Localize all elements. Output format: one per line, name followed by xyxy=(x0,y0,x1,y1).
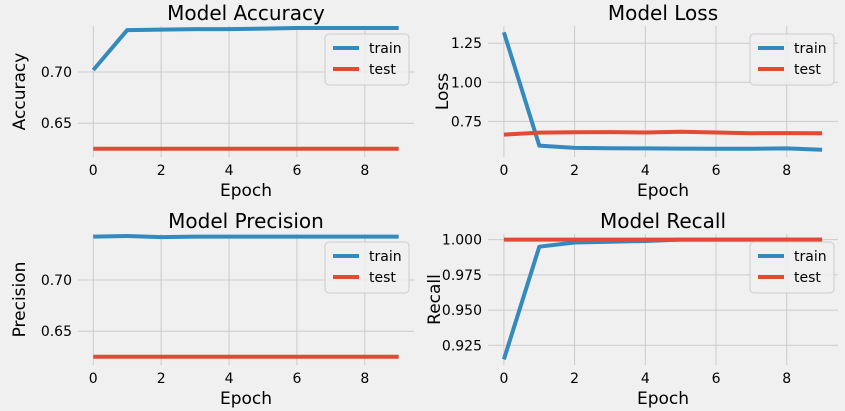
y-axis-label: Loss xyxy=(433,73,453,110)
x-tick-label: 8 xyxy=(360,163,369,179)
legend-label-train: train xyxy=(794,249,827,265)
chart-panel-2: 0 2 4 6 8 0.75 1.00 1.25 Model Loss Epoch Loss trai… xyxy=(433,1,838,201)
legend-label-train: train xyxy=(369,249,402,265)
series-line-train xyxy=(501,31,823,152)
x-tick-label: 6 xyxy=(292,163,301,179)
legend: train test xyxy=(749,241,835,294)
y-tick-label: 1.25 xyxy=(451,36,482,52)
x-axis-label: Epoch xyxy=(637,181,689,201)
x-tick-label: 4 xyxy=(641,371,650,387)
x-tick-label: 8 xyxy=(782,163,791,179)
chart-title: Model Recall xyxy=(600,209,726,233)
y-tick-label: 1.000 xyxy=(442,233,482,249)
legend: train test xyxy=(324,33,410,86)
y-tick-label: 0.65 xyxy=(41,116,72,132)
x-tick-label: 2 xyxy=(157,163,166,179)
legend-label-test: test xyxy=(794,62,821,78)
chart-title: Model Precision xyxy=(168,209,324,233)
legend-label-train: train xyxy=(794,41,827,57)
x-tick-label: 6 xyxy=(712,163,721,179)
x-tick-label: 4 xyxy=(225,371,234,387)
x-tick-label: 0 xyxy=(499,163,508,179)
legend-label-test: test xyxy=(794,270,821,286)
y-tick-label: 1.00 xyxy=(451,75,482,91)
x-tick-label: 8 xyxy=(360,371,369,387)
x-tick-label: 2 xyxy=(157,371,166,387)
y-axis-label: Precision xyxy=(10,262,30,338)
chart-panel-4: 0 2 4 6 8 0.925 0.950 0.975 1.000 Model Recall Epo… xyxy=(425,209,838,409)
x-tick-label: 2 xyxy=(570,371,579,387)
y-tick-label: 0.70 xyxy=(41,273,72,289)
y-tick-label: 0.950 xyxy=(442,303,482,319)
x-axis-label: Epoch xyxy=(220,181,272,201)
legend: train test xyxy=(324,241,410,294)
x-tick-label: 0 xyxy=(89,371,98,387)
chart-panel-3: 0 2 4 6 8 0.65 0.70 Model Precision Epoch Precisi… xyxy=(10,209,414,409)
legend-label-test: test xyxy=(369,270,396,286)
x-axis-label: Epoch xyxy=(637,389,689,409)
y-axis-label: Accuracy xyxy=(10,53,30,131)
x-tick-label: 6 xyxy=(292,371,301,387)
y-tick-label: 0.975 xyxy=(442,268,482,284)
legend-label-test: test xyxy=(369,62,396,78)
series-line-test xyxy=(503,129,823,137)
legend-label-train: train xyxy=(369,41,402,57)
grid xyxy=(78,26,414,157)
y-tick-label: 0.70 xyxy=(41,65,72,81)
x-tick-label: 4 xyxy=(225,163,234,179)
y-axis-label: Recall xyxy=(425,274,445,325)
x-tick-label: 4 xyxy=(641,163,650,179)
x-tick-label: 0 xyxy=(499,371,508,387)
x-tick-label: 6 xyxy=(712,371,721,387)
legend: train test xyxy=(749,33,835,86)
y-tick-label: 0.75 xyxy=(451,114,482,130)
chart-title: Model Accuracy xyxy=(167,1,325,25)
chart-panel-1: 0 2 4 6 8 0.65 0.70 Model Accuracy Epoch Accuracy… xyxy=(10,1,414,201)
x-tick-label: 8 xyxy=(782,371,791,387)
y-tick-label: 0.925 xyxy=(442,338,482,354)
series-line-train xyxy=(93,234,399,240)
series-line-train xyxy=(91,26,399,72)
x-tick-label: 0 xyxy=(89,163,98,179)
x-axis-label: Epoch xyxy=(220,389,272,409)
chart-title: Model Loss xyxy=(608,1,718,25)
x-tick-label: 2 xyxy=(570,163,579,179)
y-tick-label: 0.65 xyxy=(41,324,72,340)
